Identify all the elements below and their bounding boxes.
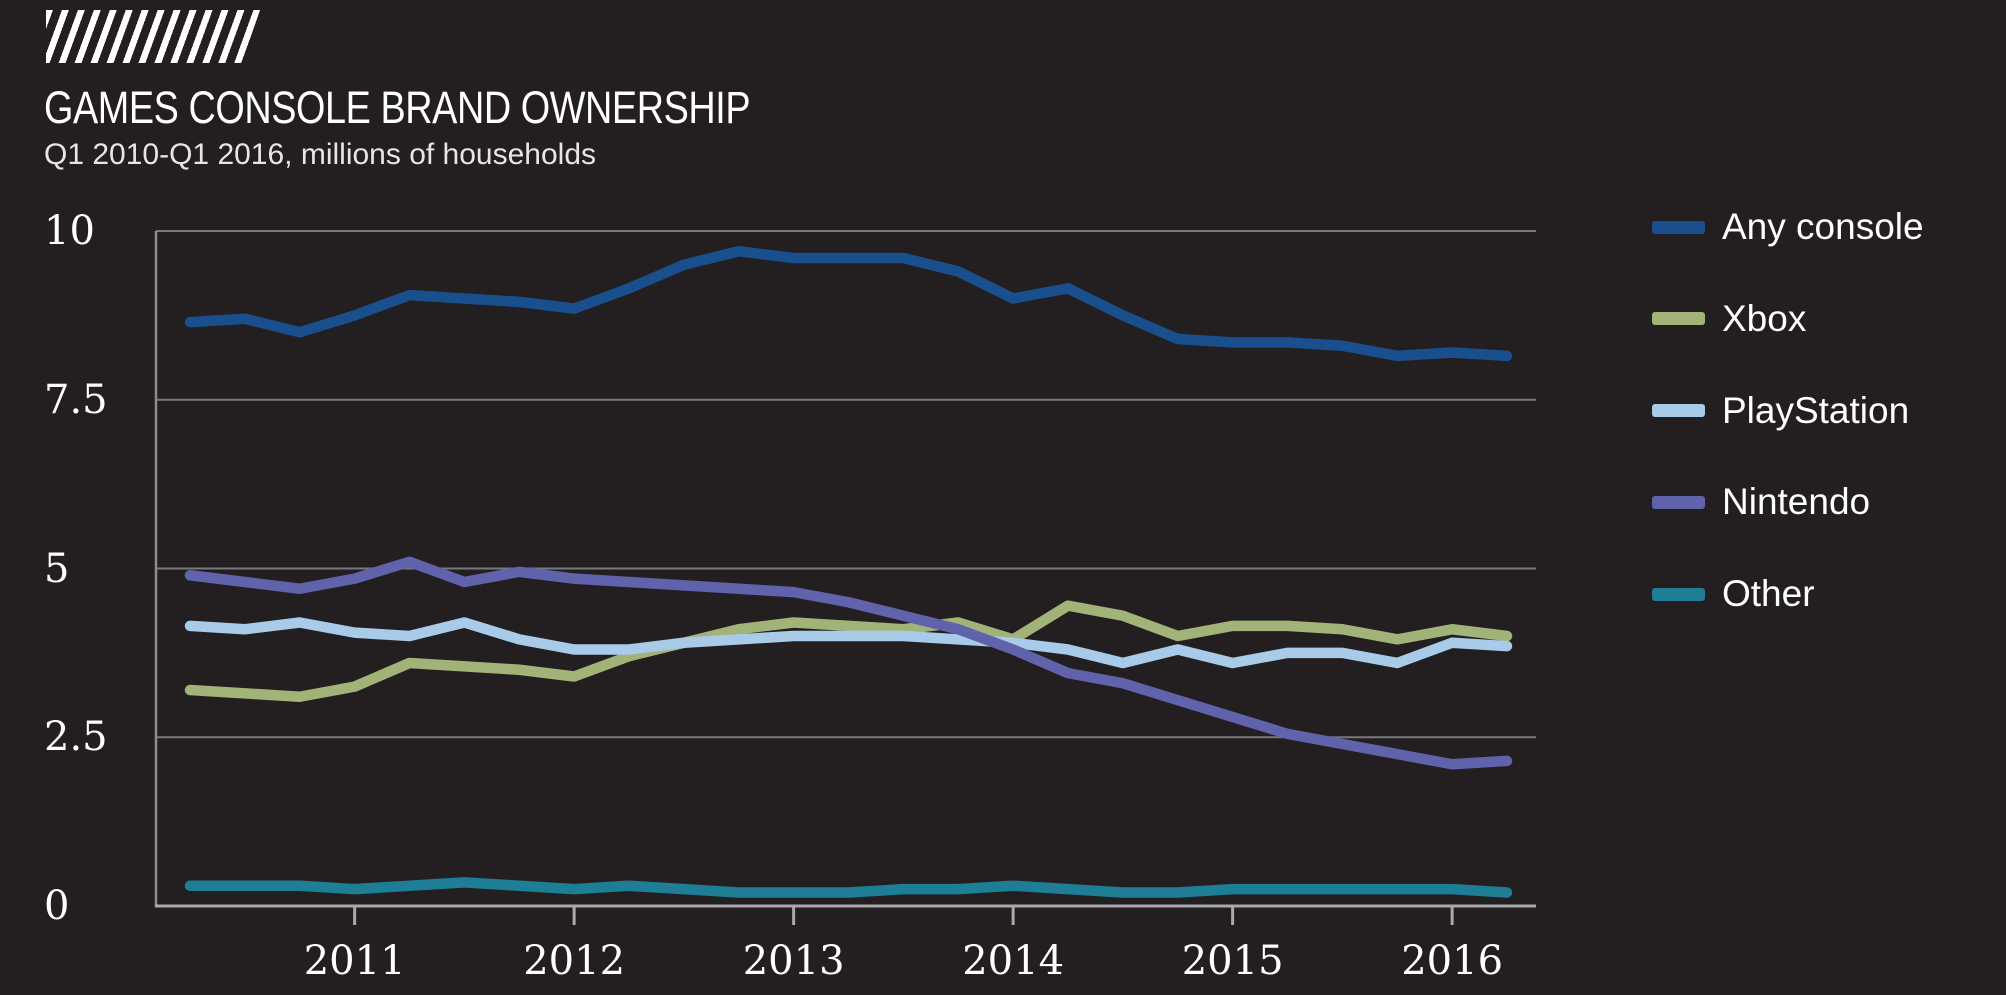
legend-swatch	[1652, 220, 1705, 234]
y-axis-tick-label: 10	[44, 208, 95, 254]
y-axis-tick-label: 2.5	[44, 714, 108, 761]
series-line-other	[184, 877, 1513, 898]
legend-item-nintendo: Nintendo	[1652, 478, 1870, 526]
legend-item-any-console: Any console	[1652, 203, 1924, 251]
legend-item-xbox: Xbox	[1652, 295, 1806, 343]
legend-label: PlayStation	[1722, 389, 1910, 431]
x-axis-tick-label: 2014	[962, 938, 1065, 984]
x-axis-tick-label: 2016	[1401, 938, 1504, 984]
legend-swatch	[1652, 312, 1705, 326]
chart-title: GAMES CONSOLE BRAND OWNERSHIP	[44, 82, 751, 133]
series-line-xbox	[184, 600, 1513, 702]
series-line-playstation	[184, 617, 1513, 669]
legend-swatch	[1652, 587, 1705, 601]
y-axis-tick-label: 5	[44, 545, 70, 592]
chart-subtitle: Q1 2010-Q1 2016, millions of households	[44, 138, 597, 171]
legend-label: Other	[1722, 573, 1815, 614]
y-axis-tick-label: 7.5	[44, 376, 108, 423]
legend-label: Nintendo	[1722, 481, 1871, 523]
y-axis-tick-label: 0	[44, 883, 70, 929]
series-line-any-console	[184, 246, 1513, 362]
series-line-nintendo	[184, 556, 1513, 770]
legend-label: Xbox	[1722, 297, 1807, 339]
legend-label: Any console	[1722, 206, 1924, 247]
diagonal-stripes-logo	[46, 10, 260, 63]
legend-item-playstation: PlayStation	[1652, 387, 1909, 435]
legend-swatch	[1652, 404, 1705, 417]
x-axis-tick-label: 2015	[1181, 938, 1284, 984]
x-axis-tick-label: 2011	[303, 938, 406, 984]
legend-item-other: Other	[1652, 570, 1815, 618]
x-axis-tick-label: 2013	[742, 938, 845, 984]
x-axis-tick-label: 2012	[523, 938, 626, 984]
legend-swatch	[1652, 495, 1705, 509]
